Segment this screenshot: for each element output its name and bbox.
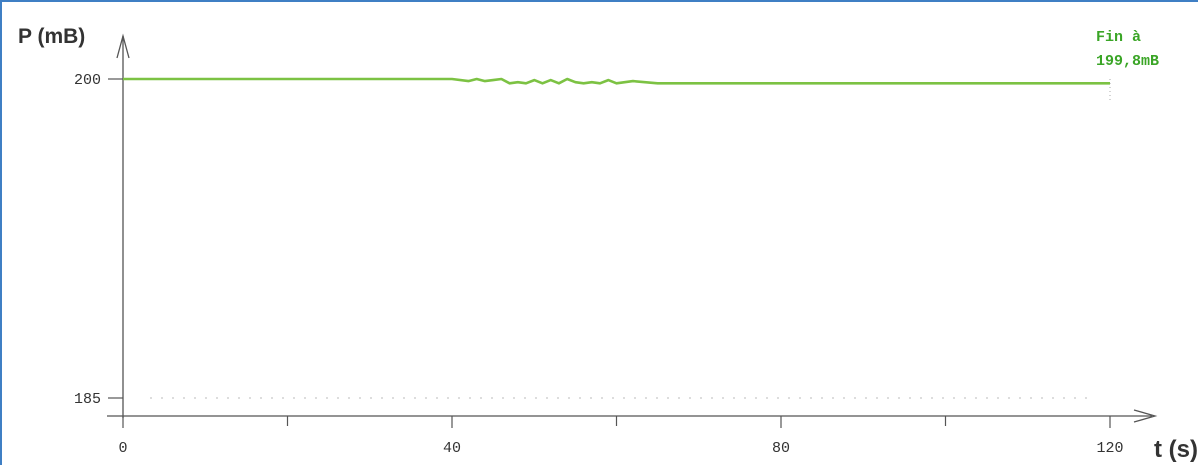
y-tick-label: 200 xyxy=(74,72,101,89)
x-tick-label: 40 xyxy=(443,440,461,457)
x-tick-label: 120 xyxy=(1096,440,1123,457)
end-annotation-line-2: 199,8mB xyxy=(1096,53,1159,70)
y-axis-label: P (mB) xyxy=(18,25,85,48)
y-tick-label: 185 xyxy=(74,391,101,408)
x-tick-label: 80 xyxy=(772,440,790,457)
x-axis-arrow xyxy=(1133,409,1158,423)
x-tick-label: 0 xyxy=(118,440,127,457)
pressure-series-line xyxy=(123,77,1110,85)
y-axis-arrow xyxy=(116,33,130,59)
x-axis-label: t (s) xyxy=(1154,436,1198,463)
end-annotation-line-1: Fin à xyxy=(1096,29,1141,46)
